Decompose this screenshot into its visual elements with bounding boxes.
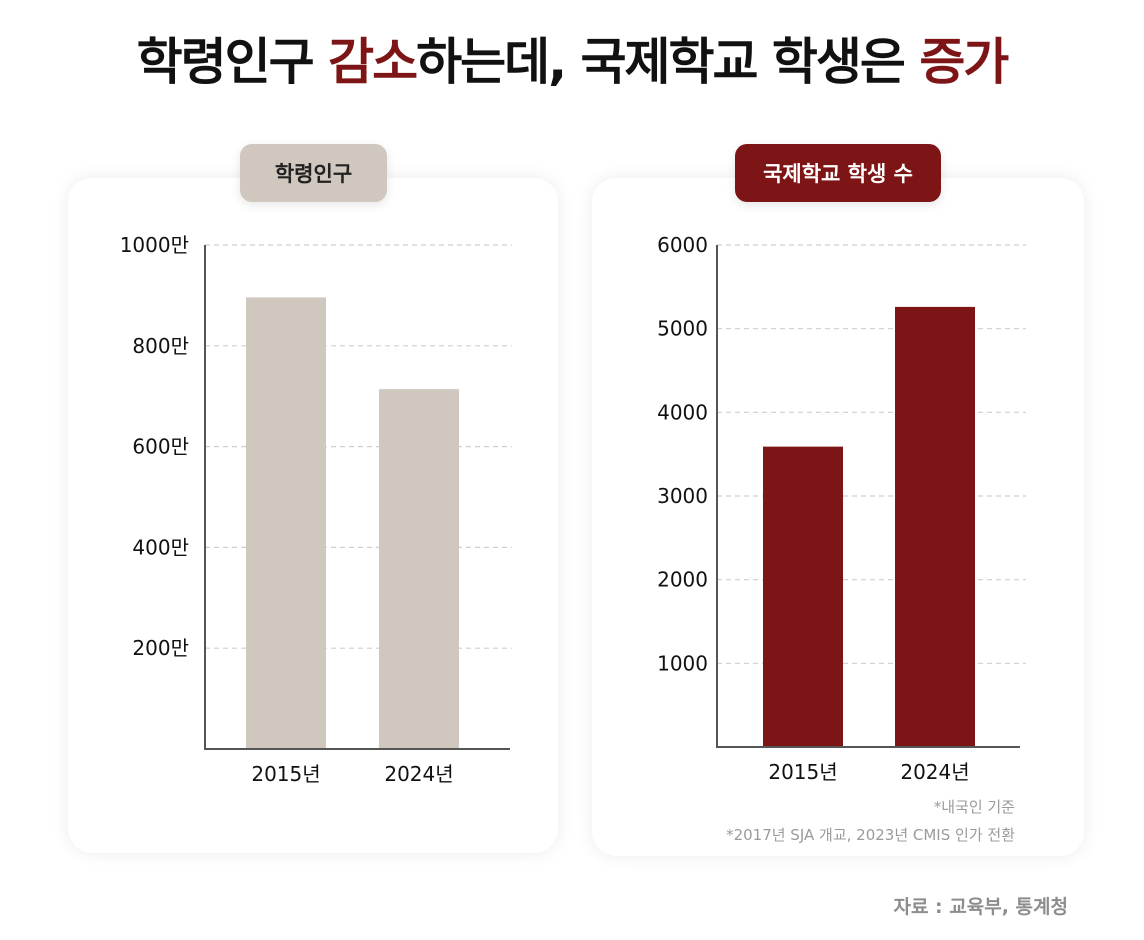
international-school-y-tick-label: 1000 [657, 651, 708, 675]
international-school-y-tick-label: 5000 [657, 317, 708, 341]
international-school-bar [763, 446, 843, 747]
title-accent-decrease: 감소 [328, 33, 418, 91]
population-y-tick-label: 400만 [132, 535, 189, 559]
population-y-tick-label: 200만 [132, 636, 189, 660]
international-school-bar [895, 306, 975, 747]
population-bar [379, 389, 459, 749]
title-accent-increase: 증가 [919, 33, 1009, 91]
title-part2: 하는데, 국제학교 학생은 [416, 33, 920, 91]
international-school-x-category-label: 2015년 [768, 760, 837, 784]
population-bar [246, 297, 326, 749]
international-school-y-tick-label: 4000 [657, 400, 708, 424]
school-age-population-chart-title: 학령인구 [240, 144, 387, 202]
note-school-history: *2017년 SJA 개교, 2023년 CMIS 인가 전환 [726, 826, 1015, 844]
note-domestic-basis: *내국인 기준 [933, 798, 1015, 816]
population-x-category-label: 2015년 [251, 762, 320, 786]
population-x-category-label: 2024년 [384, 762, 453, 786]
international-school-y-tick-label: 2000 [657, 568, 708, 592]
international-school-y-tick-label: 3000 [657, 484, 708, 508]
population-y-tick-label: 1000만 [120, 233, 189, 257]
title-part1: 학령인구 [136, 33, 329, 91]
page-title: 학령인구 감소하는데, 국제학교 학생은 증가 [0, 22, 1144, 94]
international-school-x-category-label: 2024년 [900, 760, 969, 784]
population-y-tick-label: 800만 [132, 334, 189, 358]
international-school-chart-title: 국제학교 학생 수 [735, 144, 941, 202]
international-school-y-tick-label: 6000 [657, 233, 708, 257]
source-credit: 자료 : 교육부, 통계청 [893, 896, 1068, 918]
population-y-tick-label: 600만 [132, 435, 189, 459]
